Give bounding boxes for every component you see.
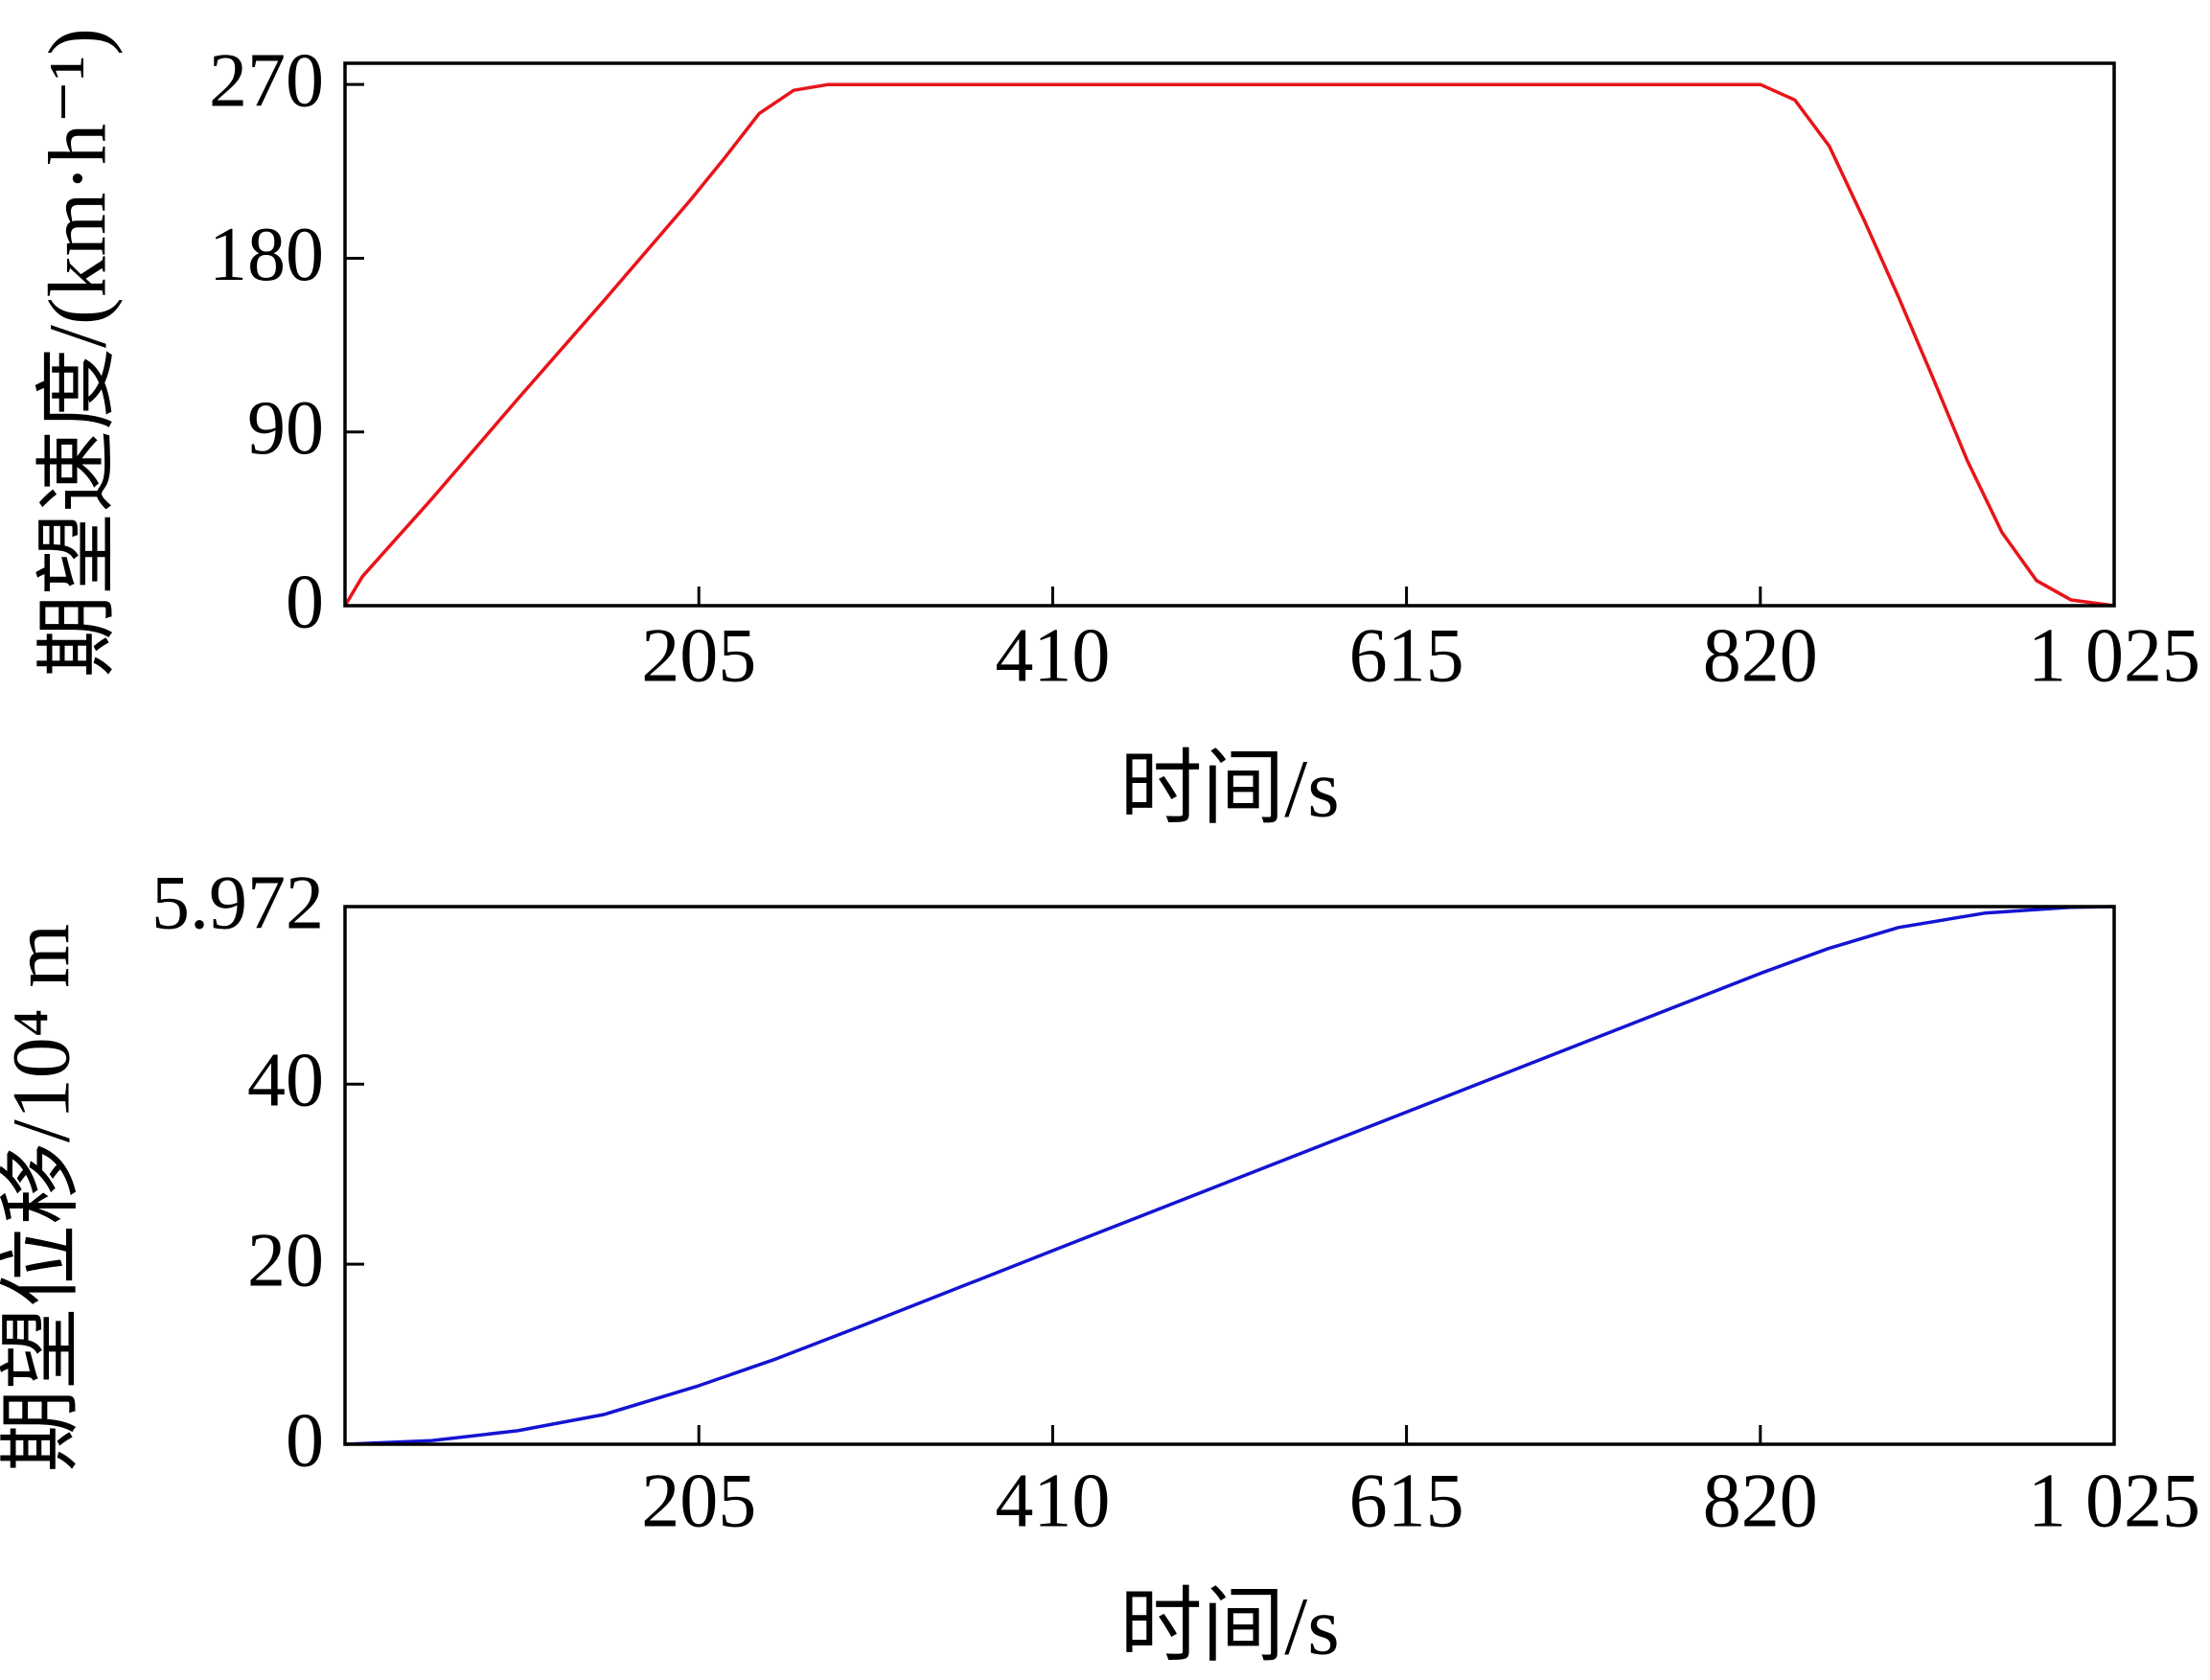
x-tick-label: 205 [641, 613, 756, 698]
x-axis-title: 时间/s [1119, 1580, 1339, 1672]
y-tick-label: 90 [247, 386, 324, 471]
y-tick-label: 40 [247, 1039, 324, 1123]
x-tick-label: 1 025 [2028, 1459, 2200, 1543]
x-tick-label: 410 [995, 1459, 1110, 1543]
y-tick-label: 0 [286, 1398, 324, 1483]
y-axis-title: 期望位移/10⁴ m [0, 924, 87, 1472]
y-tick-label: 0 [286, 560, 324, 644]
data-line [343, 82, 2115, 608]
y-tick-label: 5.972 [151, 861, 324, 945]
y-tick-label: 180 [209, 213, 324, 297]
plot-frame [343, 905, 2116, 1446]
y-axis-title: 期望速度/(km·h⁻¹) [32, 28, 124, 678]
x-axis-title: 时间/s [1119, 743, 1339, 835]
y-tick-label: 270 [209, 39, 324, 124]
x-tick-label: 820 [1703, 613, 1818, 698]
x-tick-label: 410 [995, 613, 1110, 698]
x-tick-label: 615 [1349, 613, 1464, 698]
y-tick-label: 20 [247, 1218, 324, 1302]
x-tick-label: 1 025 [2028, 613, 2200, 698]
plot-frame [343, 61, 2116, 608]
x-tick-label: 205 [641, 1459, 756, 1543]
data-line [344, 905, 2115, 1446]
x-tick-label: 820 [1703, 1459, 1818, 1543]
x-tick-label: 615 [1349, 1459, 1464, 1543]
